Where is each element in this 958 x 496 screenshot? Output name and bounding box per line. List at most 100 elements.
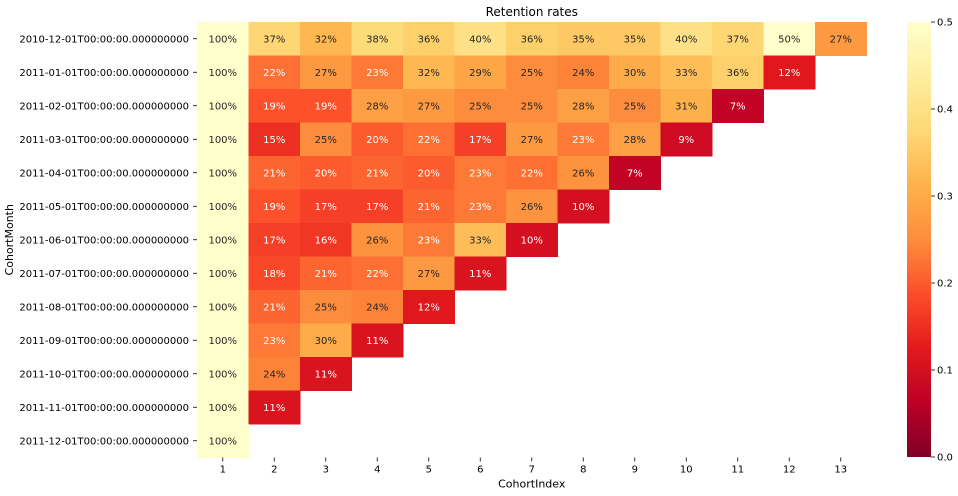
heatmap-cell [351, 22, 404, 56]
cell-value-label: 20% [418, 168, 440, 179]
heatmap-cell [403, 290, 455, 324]
heatmap-cell [351, 122, 404, 157]
cell-value-label: 22% [418, 135, 440, 146]
cell-value-label: 21% [263, 302, 285, 313]
cell-value-label: 26% [521, 202, 543, 213]
y-tick-label: 2011-01-01T00:00:00.000000000 [19, 68, 189, 79]
cell-value-label: 28% [624, 135, 646, 146]
cell-value-label: 17% [263, 235, 285, 246]
cell-value-label: 100% [208, 269, 237, 280]
heatmap-cell [454, 122, 507, 157]
cell-value-label: 16% [315, 235, 337, 246]
heatmap-cell [300, 89, 352, 123]
cell-value-label: 37% [263, 34, 285, 45]
heatmap-cell [454, 189, 507, 224]
heatmap-cell [197, 189, 249, 224]
heatmap-cell [506, 55, 558, 90]
colorbar-ticks: 0.0 0.1 0.2 0.3 0.4 0.5 [931, 18, 953, 464]
heatmap-cell [454, 89, 507, 123]
cell-value-label: 23% [469, 168, 491, 179]
cell-value-label: 11% [315, 369, 337, 380]
heatmap-cell [557, 156, 610, 190]
cell-value-label: 100% [208, 101, 237, 112]
heatmap-cell [763, 55, 816, 90]
cell-value-label: 7% [730, 101, 746, 112]
colorbar-tick-label: 0.1 [937, 366, 953, 377]
cell-value-label: 22% [521, 168, 543, 179]
colorbar-tick-label: 0.4 [937, 105, 953, 116]
heatmap-cell [712, 55, 764, 90]
cell-value-label: 20% [366, 135, 388, 146]
heatmap-cell [300, 223, 352, 257]
cell-value-label: 36% [727, 68, 749, 79]
cell-value-label: 25% [469, 101, 491, 112]
cell-value-label: 21% [315, 269, 337, 280]
heatmap-cell [300, 290, 352, 324]
heatmap-cell [454, 156, 507, 190]
heatmap-cell [248, 89, 301, 123]
x-tick-label: 11 [731, 465, 744, 476]
heatmap-cell [300, 55, 352, 90]
cell-value-label: 21% [366, 168, 388, 179]
y-tick-label: 2011-11-01T00:00:00.000000000 [19, 403, 189, 414]
chart-title: Retention rates [486, 5, 578, 19]
heatmap-cell [351, 223, 404, 257]
cell-value-label: 26% [366, 235, 388, 246]
cell-value-label: 100% [208, 302, 237, 313]
cell-value-label: 15% [263, 135, 285, 146]
cell-value-label: 7% [627, 168, 643, 179]
y-tick-label: 2011-05-01T00:00:00.000000000 [19, 202, 189, 213]
cell-value-label: 22% [366, 269, 388, 280]
heatmap-cell [403, 156, 455, 190]
cell-value-label: 50% [778, 34, 800, 45]
heatmap-cell [197, 89, 249, 123]
cell-value-label: 100% [208, 202, 237, 213]
heatmap-cell [712, 89, 764, 123]
cell-value-label: 40% [675, 34, 697, 45]
heatmap-cell [248, 290, 301, 324]
heatmap-cell [248, 22, 301, 56]
x-tick-label: 6 [477, 465, 483, 476]
cell-value-label: 100% [208, 235, 237, 246]
heatmap-cell [557, 55, 610, 90]
cell-value-label: 29% [469, 68, 491, 79]
x-tick-label: 1 [220, 465, 226, 476]
heatmap-cell [815, 22, 867, 56]
heatmap-cell [300, 256, 352, 291]
x-tick-label: 13 [834, 465, 847, 476]
cell-value-label: 27% [315, 68, 337, 79]
heatmap-cell [403, 223, 455, 257]
cell-value-label: 32% [315, 34, 337, 45]
heatmap-cell [660, 89, 713, 123]
heatmap-cell [557, 189, 610, 224]
heatmap-cell [248, 189, 301, 224]
heatmap-cell [197, 223, 249, 257]
heatmap-cell [557, 22, 610, 56]
cell-value-label: 23% [366, 68, 388, 79]
heatmap-cell [351, 290, 404, 324]
heatmap-cell [197, 290, 249, 324]
cell-value-label: 24% [572, 68, 594, 79]
heatmap-cell-labels: 100% 37% 32% 38% 36% 40% 36% 35% 35% 40% 37% 50% 27%… [208, 34, 851, 447]
x-axis-ticks: 1 2 3 4 5 6 7 8 9 10 11 12 13 [220, 457, 847, 476]
cell-value-label: 36% [521, 34, 543, 45]
y-tick-label: 2011-10-01T00:00:00.000000000 [19, 369, 189, 380]
cell-value-label: 100% [208, 403, 237, 414]
x-axis-label: CohortIndex [498, 478, 566, 491]
y-axis-label: CohortMonth [3, 204, 16, 275]
heatmap-cell [454, 22, 507, 56]
y-tick-label: 2011-08-01T00:00:00.000000000 [19, 302, 189, 313]
heatmap-cell [609, 89, 661, 123]
heatmap-cell [403, 189, 455, 224]
heatmap-cell [506, 122, 558, 157]
cell-value-label: 25% [521, 101, 543, 112]
heatmap-cell [197, 55, 249, 90]
cell-value-label: 11% [366, 336, 388, 347]
heatmap-cell [660, 122, 713, 157]
heatmap-cell [197, 122, 249, 157]
cell-value-label: 36% [418, 34, 440, 45]
cell-value-label: 23% [469, 202, 491, 213]
colorbar-tick-label: 0.0 [937, 453, 953, 464]
y-tick-label: 2011-03-01T00:00:00.000000000 [19, 135, 189, 146]
